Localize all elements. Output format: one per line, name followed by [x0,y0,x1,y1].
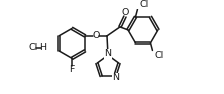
Text: Cl: Cl [28,43,38,52]
Text: O: O [121,8,129,17]
Text: H: H [40,43,47,52]
Text: O: O [92,31,100,40]
Text: N: N [104,49,112,58]
Text: Cl: Cl [154,51,163,60]
Text: Cl: Cl [139,0,148,9]
Text: N: N [112,73,119,82]
Text: F: F [69,65,75,74]
